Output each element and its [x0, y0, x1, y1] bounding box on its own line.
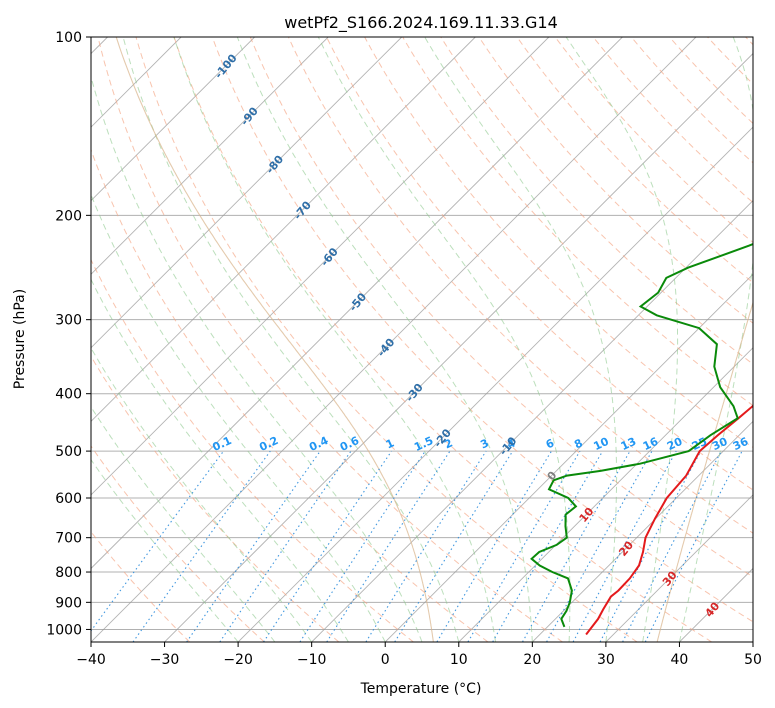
mixing-ratio-line [299, 450, 426, 642]
dry-adiabat-line [326, 37, 753, 491]
x-tick-label: 20 [523, 652, 541, 668]
x-axis-title: Temperature (°C) [360, 681, 482, 697]
temperature-profile-line [585, 404, 753, 636]
mixing-ratio-label: 30 [710, 435, 730, 453]
mixing-ratio-label: 13 [619, 435, 638, 453]
x-tick-label: 40 [671, 652, 689, 668]
moist-adiabat-line [678, 37, 753, 642]
y-tick-label: 400 [55, 387, 82, 403]
isotherm-line [605, 494, 753, 642]
x-tick-label: −10 [297, 652, 327, 668]
x-tick-label: 10 [450, 652, 468, 668]
moist-adiabat-line [236, 37, 533, 642]
isotherm-line [164, 52, 753, 642]
mixing-ratio-line [599, 450, 702, 642]
plot-area: 0.1 0.2 0.4 0.6 1 1.5 2 3 4 6 8 10 13 16 20 25 30 36-100-… [91, 37, 753, 642]
x-tick-label: −40 [76, 652, 106, 668]
theta-e-line [656, 300, 753, 642]
dewpoint-profile-line [530, 242, 753, 628]
mixing-ratio-label: 20 [665, 435, 685, 453]
isotherm-line [91, 37, 329, 275]
isotherm-line [237, 126, 753, 642]
mixing-ratio-line [132, 450, 271, 642]
isotherm-line [532, 420, 753, 642]
y-axis-title: Pressure (hPa) [12, 289, 28, 389]
y-tick-label: 300 [55, 313, 82, 329]
y-tick-label: 100 [55, 30, 82, 46]
mixing-ratio-line [219, 450, 352, 642]
axis-ticks: −40 −30 −20 −10 0 10 20 30 40 50 100 200 300 400 500 60… [46, 30, 762, 668]
mixing-ratio-line [436, 450, 552, 642]
y-tick-label: 600 [55, 491, 82, 507]
mixing-ratio-label: 36 [731, 435, 751, 453]
dry-adiabat-line [91, 445, 265, 642]
isotherm-line [91, 37, 476, 422]
y-tick-label: 500 [55, 444, 82, 460]
moist-adiabat-line [91, 406, 276, 642]
moist-adiabat-line [91, 346, 313, 642]
y-tick-label: 700 [55, 531, 82, 547]
mixing-ratio-line [467, 450, 581, 642]
x-tick-label: 30 [597, 652, 615, 668]
x-tick-label: −30 [150, 652, 180, 668]
x-tick-label: 50 [744, 652, 762, 668]
y-tick-label: 900 [55, 595, 82, 611]
isotherm-line [91, 37, 255, 202]
moist-adiabat-line [122, 37, 460, 642]
isotherm-line [91, 37, 623, 570]
plot-frame [90, 36, 754, 643]
x-tick-label: 0 [381, 652, 390, 668]
theta-e-line [115, 37, 434, 642]
isotherm-line [384, 273, 753, 642]
moist-adiabat-line [565, 37, 679, 642]
dry-adiabat-line [249, 37, 753, 578]
mixing-ratio-line [572, 450, 677, 642]
isotherm-line [91, 37, 550, 496]
y-tick-label: 1000 [46, 622, 82, 638]
dry-adiabat-line [287, 37, 753, 534]
dry-adiabat-line [91, 258, 414, 642]
moist-adiabat-line [91, 193, 386, 642]
y-tick-label: 800 [55, 565, 82, 581]
moist-adiabat-line [91, 278, 349, 642]
dry-adiabat-line [211, 37, 753, 623]
mixing-ratio-line [394, 450, 514, 642]
dry-adiabat-line [173, 37, 713, 642]
mixing-ratio-line [263, 450, 392, 642]
dry-adiabat-line [97, 37, 563, 642]
isotherm-line [458, 347, 753, 642]
chart-title: wetPf2_S166.2024.169.11.33.G14 [284, 13, 558, 33]
mixing-ratio-line [326, 450, 451, 642]
dry-adiabat-line [135, 37, 638, 642]
isotherm-line [91, 37, 403, 349]
x-tick-label: −20 [223, 652, 253, 668]
mixing-ratio-label: 10 [591, 435, 611, 453]
mixing-ratio-line [186, 450, 321, 642]
moist-adiabat-line [91, 458, 239, 642]
mixing-ratio-label: 16 [641, 435, 661, 453]
y-tick-label: 200 [55, 208, 82, 224]
moist-adiabat-line [91, 75, 423, 642]
moist-adiabat-line [173, 37, 497, 642]
mixing-ratio-line [365, 450, 487, 642]
